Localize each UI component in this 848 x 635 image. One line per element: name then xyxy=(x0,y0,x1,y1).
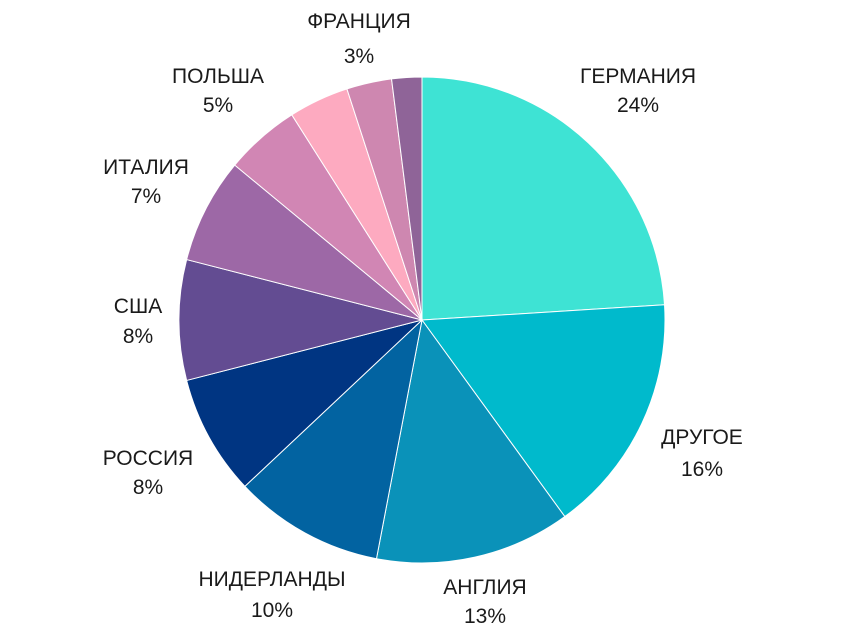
slice-label-сша: США xyxy=(114,295,162,318)
pie-slice-unlabeled-10 xyxy=(390,76,423,321)
slice-value-label-россия: 8% xyxy=(133,476,163,499)
slice-value-label-германия: 24% xyxy=(617,94,659,117)
pie-slice-нидерланды xyxy=(244,318,423,560)
slice-value-label-италия: 7% xyxy=(131,185,161,208)
slice-value-label-франция: 3% xyxy=(344,45,374,68)
slice-value-label-другое: 16% xyxy=(681,458,723,481)
pie-slice-италия xyxy=(186,164,423,321)
pie-slice-сша xyxy=(178,258,423,382)
pie-slice-англия xyxy=(375,318,566,564)
slice-value-label-нидерланды: 10% xyxy=(251,599,293,622)
pie-slice-германия xyxy=(421,76,666,321)
slice-label-италия: ИТАЛИЯ xyxy=(103,156,189,179)
slice-label-англия: АНГЛИЯ xyxy=(443,576,526,599)
slice-label-германия: ГЕРМАНИЯ xyxy=(580,65,696,88)
slice-label-другое: ДРУГОЕ xyxy=(661,426,743,449)
slice-value-label-сша: 8% xyxy=(123,325,153,348)
slice-value-label-англия: 13% xyxy=(464,605,506,628)
slice-label-польша: ПОЛЬША xyxy=(172,65,264,88)
slice-label-франция: ФРАНЦИЯ xyxy=(307,10,411,33)
pie-slice-другое xyxy=(421,304,666,518)
pie-labels: ГЕРМАНИЯ 24% ДРУГОЕ 16% АНГЛИЯ 13% НИДЕРЛАНДЫ 1… xyxy=(103,10,743,628)
slice-label-нидерланды: НИДЕРЛАНДЫ xyxy=(198,568,345,591)
slice-label-россия: РОССИЯ xyxy=(103,447,193,470)
pie-slice-россия xyxy=(186,319,423,488)
slice-value-label-польша: 5% xyxy=(203,94,233,117)
pie-slices xyxy=(178,76,666,564)
